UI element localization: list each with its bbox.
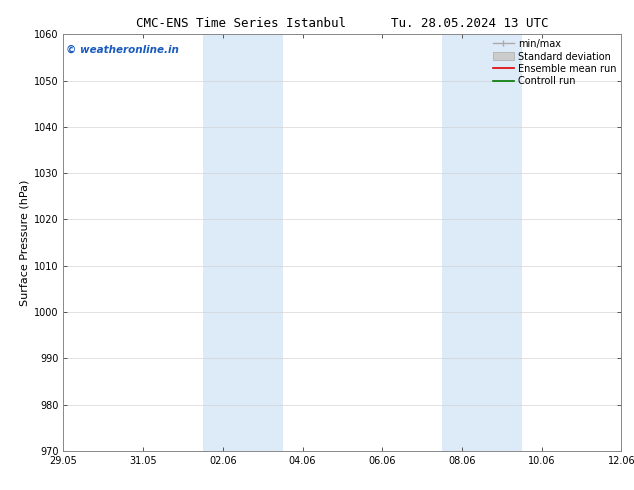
Title: CMC-ENS Time Series Istanbul      Tu. 28.05.2024 13 UTC: CMC-ENS Time Series Istanbul Tu. 28.05.2…	[136, 17, 548, 30]
Legend: min/max, Standard deviation, Ensemble mean run, Controll run: min/max, Standard deviation, Ensemble me…	[491, 37, 618, 88]
Text: © weatheronline.in: © weatheronline.in	[66, 45, 179, 55]
Y-axis label: Surface Pressure (hPa): Surface Pressure (hPa)	[20, 179, 30, 306]
Bar	[203, 34, 283, 451]
Bar	[442, 34, 522, 451]
